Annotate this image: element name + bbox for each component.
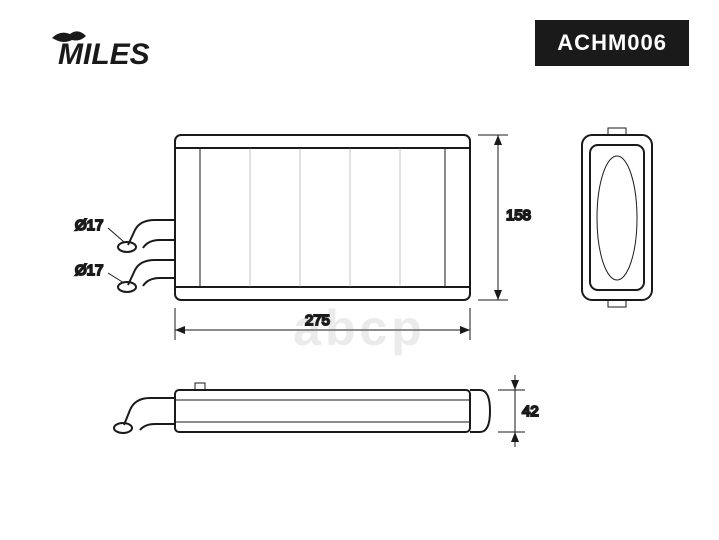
part-number: ACHM006 xyxy=(557,30,667,55)
brand-text: MILES xyxy=(58,38,150,70)
dim-bottom-height: 42 xyxy=(522,403,539,420)
brand-logo: MILES xyxy=(50,20,190,70)
header: MILES ACHM006 xyxy=(0,0,719,80)
dim-height: 158 xyxy=(506,207,531,224)
part-number-badge: ACHM006 xyxy=(535,20,689,66)
pipe-diameter-top: Ø17 xyxy=(75,217,103,234)
technical-diagram: 158 275 Ø17 Ø17 xyxy=(0,80,719,530)
dim-width: 275 xyxy=(305,312,330,329)
pipe-diameter-bottom: Ø17 xyxy=(75,262,103,279)
